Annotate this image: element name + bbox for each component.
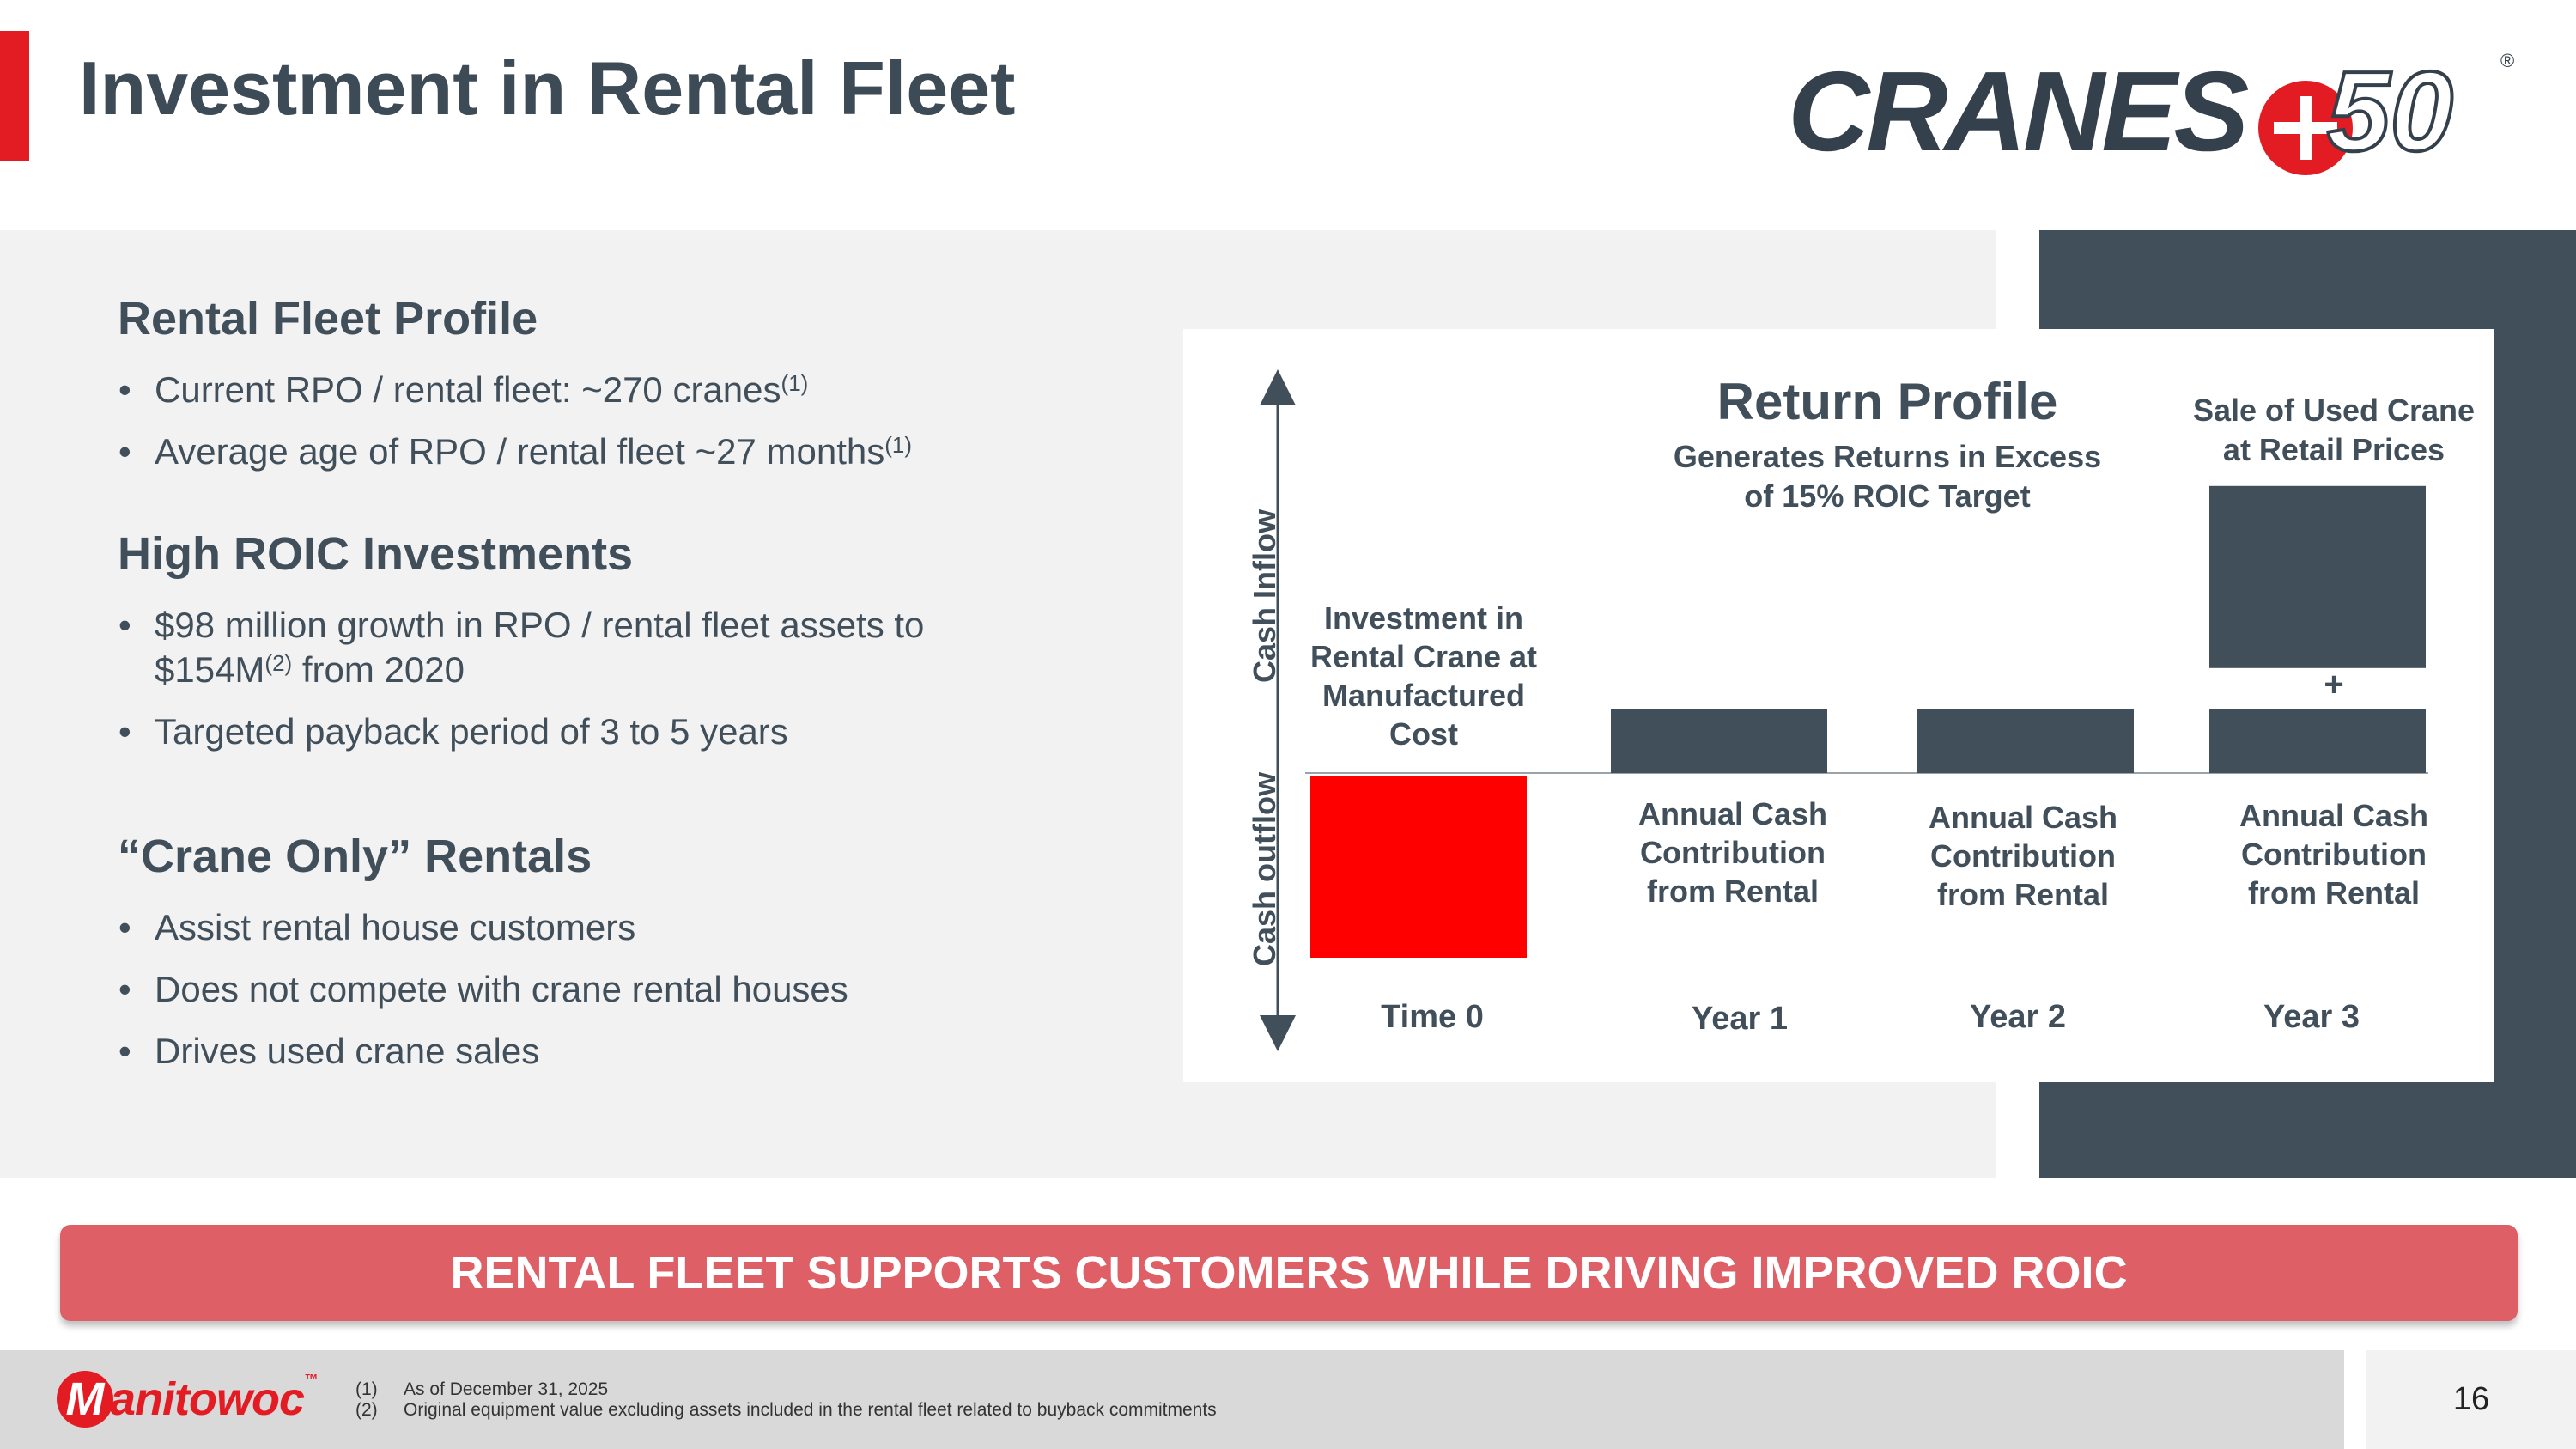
key-message-banner: RENTAL FLEET SUPPORTS CUSTOMERS WHILE DR… [60, 1225, 2518, 1321]
return-profile-chart: Cash Inflow Cash outflow Return Profile … [1183, 329, 2494, 1082]
bar-stack-sale-used-crane [2209, 485, 2426, 668]
title-accent-bar [0, 31, 29, 161]
x-tick-time-0: Time 0 [1381, 999, 1484, 1035]
bar-label-year-1: Annual Cash Contribution from Rental [1637, 796, 1828, 909]
footnote-1-text: As of December 31, 2025 [404, 1379, 609, 1399]
bullet-average-age: • Average age of RPO / rental fleet ~27 m… [118, 429, 912, 474]
bar-label-year-3: Annual Cash Contribution from Rental [2239, 798, 2429, 910]
bar-year-3 [2209, 709, 2426, 773]
page-number-box [2366, 1350, 2576, 1449]
section-title-rental-fleet-profile: Rental Fleet Profile [118, 293, 538, 344]
y-axis-label-cash-outflow: Cash outflow [1247, 772, 1282, 966]
bullet-does-not-compete: • Does not compete with crane rental hous… [118, 967, 848, 1012]
bullet-current-fleet: • Current RPO / rental fleet: ~270 cranes… [118, 368, 808, 412]
return-profile-chart-svg [1260, 369, 2428, 1051]
footer-bar [0, 1350, 2344, 1449]
stack-plus-symbol: + [2324, 666, 2344, 703]
footnote-2-number: (2) [355, 1400, 378, 1420]
page-number: 16 [2452, 1381, 2490, 1417]
bullet-dot: • [118, 605, 131, 645]
logo-anniversary-number: 50 [2325, 46, 2455, 176]
bar-year-1 [1611, 709, 1827, 773]
section-title-crane-only-rentals: “Crane Only” Rentals [118, 831, 592, 882]
x-tick-year-2: Year 2 [1970, 999, 2066, 1035]
bullet-dot: • [118, 907, 131, 947]
registered-mark: ® [2500, 50, 2515, 71]
bullet-payback-period: • Targeted payback period of 3 to 5 years [118, 709, 788, 754]
bar-label-year-2: Annual Cash Contribution from Rental [1928, 800, 2118, 912]
bar-time-0 [1310, 776, 1527, 958]
bullet-dot: • [118, 1031, 131, 1071]
footnote-1-number: (1) [355, 1379, 378, 1399]
y-axis-label-cash-inflow: Cash Inflow [1247, 508, 1282, 683]
section-title-high-roic: High ROIC Investments [118, 528, 634, 580]
chart-subtitle: Generates Returns in Excess of 15% ROIC … [1673, 439, 2102, 514]
bullet-drives-used-sales: • Drives used crane sales [118, 1029, 539, 1074]
logo-wordmark: CRANES [1788, 48, 2249, 174]
bar-label-time-0: Investment in Rental Crane at Manufactured… [1309, 600, 1538, 752]
bullet-assist-rental-house: • Assist rental house customers [118, 905, 635, 950]
x-tick-year-1: Year 1 [1692, 1001, 1788, 1037]
bar-year-2 [1917, 709, 2134, 773]
bars-layer [1310, 485, 2426, 958]
bullet-dot: • [118, 431, 131, 472]
bullet-dot: • [118, 369, 131, 410]
bullet-growth-assets: • $98 million growth in RPO / rental flee… [118, 605, 925, 690]
red-cross-icon [2258, 81, 2353, 175]
banner-text: RENTAL FLEET SUPPORTS CUSTOMERS WHILE DR… [450, 1247, 2128, 1299]
stack-label-sale-used-crane: Sale of Used Crane at Retail Prices [2192, 393, 2476, 467]
bullet-dot: • [118, 969, 131, 1009]
footnote-2-text: Original equipment value excluding asset… [404, 1400, 1217, 1420]
cranes-50-logo: CRANES 50 ® [1777, 41, 2524, 176]
chart-title: Return Profile [1716, 373, 2058, 430]
manitowoc-logo-wordmark: anitowoc™ [110, 1373, 318, 1425]
slide-title: Investment in Rental Fleet [79, 46, 1016, 131]
manitowoc-logo-initial: M [57, 1371, 113, 1428]
x-tick-year-3: Year 3 [2263, 999, 2360, 1035]
bullet-dot: • [118, 711, 131, 752]
manitowoc-logo: M anitowoc™ [57, 1371, 318, 1431]
